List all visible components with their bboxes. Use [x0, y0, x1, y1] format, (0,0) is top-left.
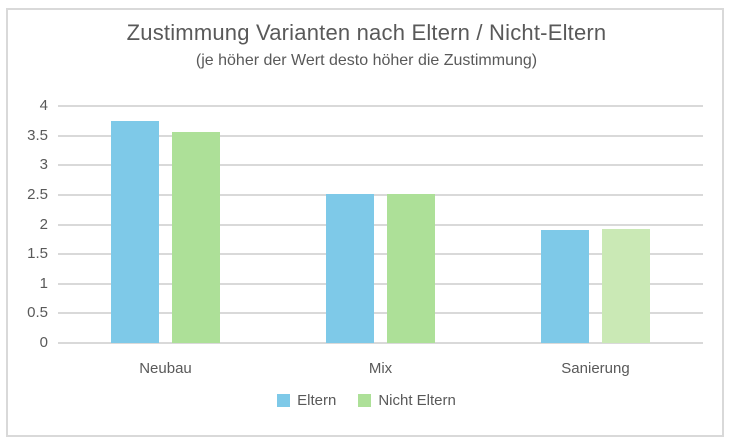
gridline [58, 134, 703, 137]
y-tick-label: 2 [39, 215, 48, 233]
x-tick-label-mix: Mix [368, 360, 393, 377]
legend-swatch-icon [358, 394, 372, 407]
y-tick-label: 2.5 [27, 185, 48, 203]
gridline [58, 253, 703, 256]
legend-item-nicht-eltern: Nicht Eltern [358, 392, 456, 409]
x-tick-label-neubau: Neubau [139, 360, 192, 377]
y-tick-label: 3 [39, 156, 48, 174]
bar-eltern-neubau [111, 120, 159, 343]
legend-swatch-icon [277, 394, 291, 407]
gridline [58, 342, 703, 344]
gridline [58, 223, 703, 226]
gridline [58, 193, 703, 196]
gridline [58, 105, 703, 107]
legend-item-eltern: Eltern [277, 392, 336, 409]
bar-eltern-sanierung [541, 230, 589, 343]
gridline [58, 164, 703, 167]
gridline [58, 282, 703, 285]
y-tick-label: 0 [39, 334, 48, 351]
y-tick-label: 1 [39, 274, 48, 292]
legend-label: Eltern [297, 392, 337, 409]
y-tick-label: 0.5 [27, 304, 48, 322]
y-tick-label: 1.5 [27, 245, 48, 263]
chart-title: Zustimmung Varianten nach Eltern / Nicht… [126, 20, 607, 45]
gridline [58, 312, 703, 315]
x-tick-label-sanierung: Sanierung [561, 360, 630, 377]
bar-nicht-eltern-mix [387, 194, 435, 343]
legend-label: Nicht Eltern [378, 392, 456, 409]
bar-eltern-mix [326, 194, 374, 343]
legend: Eltern Nicht Eltern [0, 392, 733, 409]
y-tick-label: 3.5 [27, 126, 48, 144]
y-tick-label: 4 [39, 97, 48, 114]
bar-nicht-eltern-sanierung [602, 228, 650, 343]
bar-nicht-eltern-neubau [172, 132, 220, 343]
chart-subtitle: (je höher der Wert desto höher die Zusti… [195, 52, 538, 69]
